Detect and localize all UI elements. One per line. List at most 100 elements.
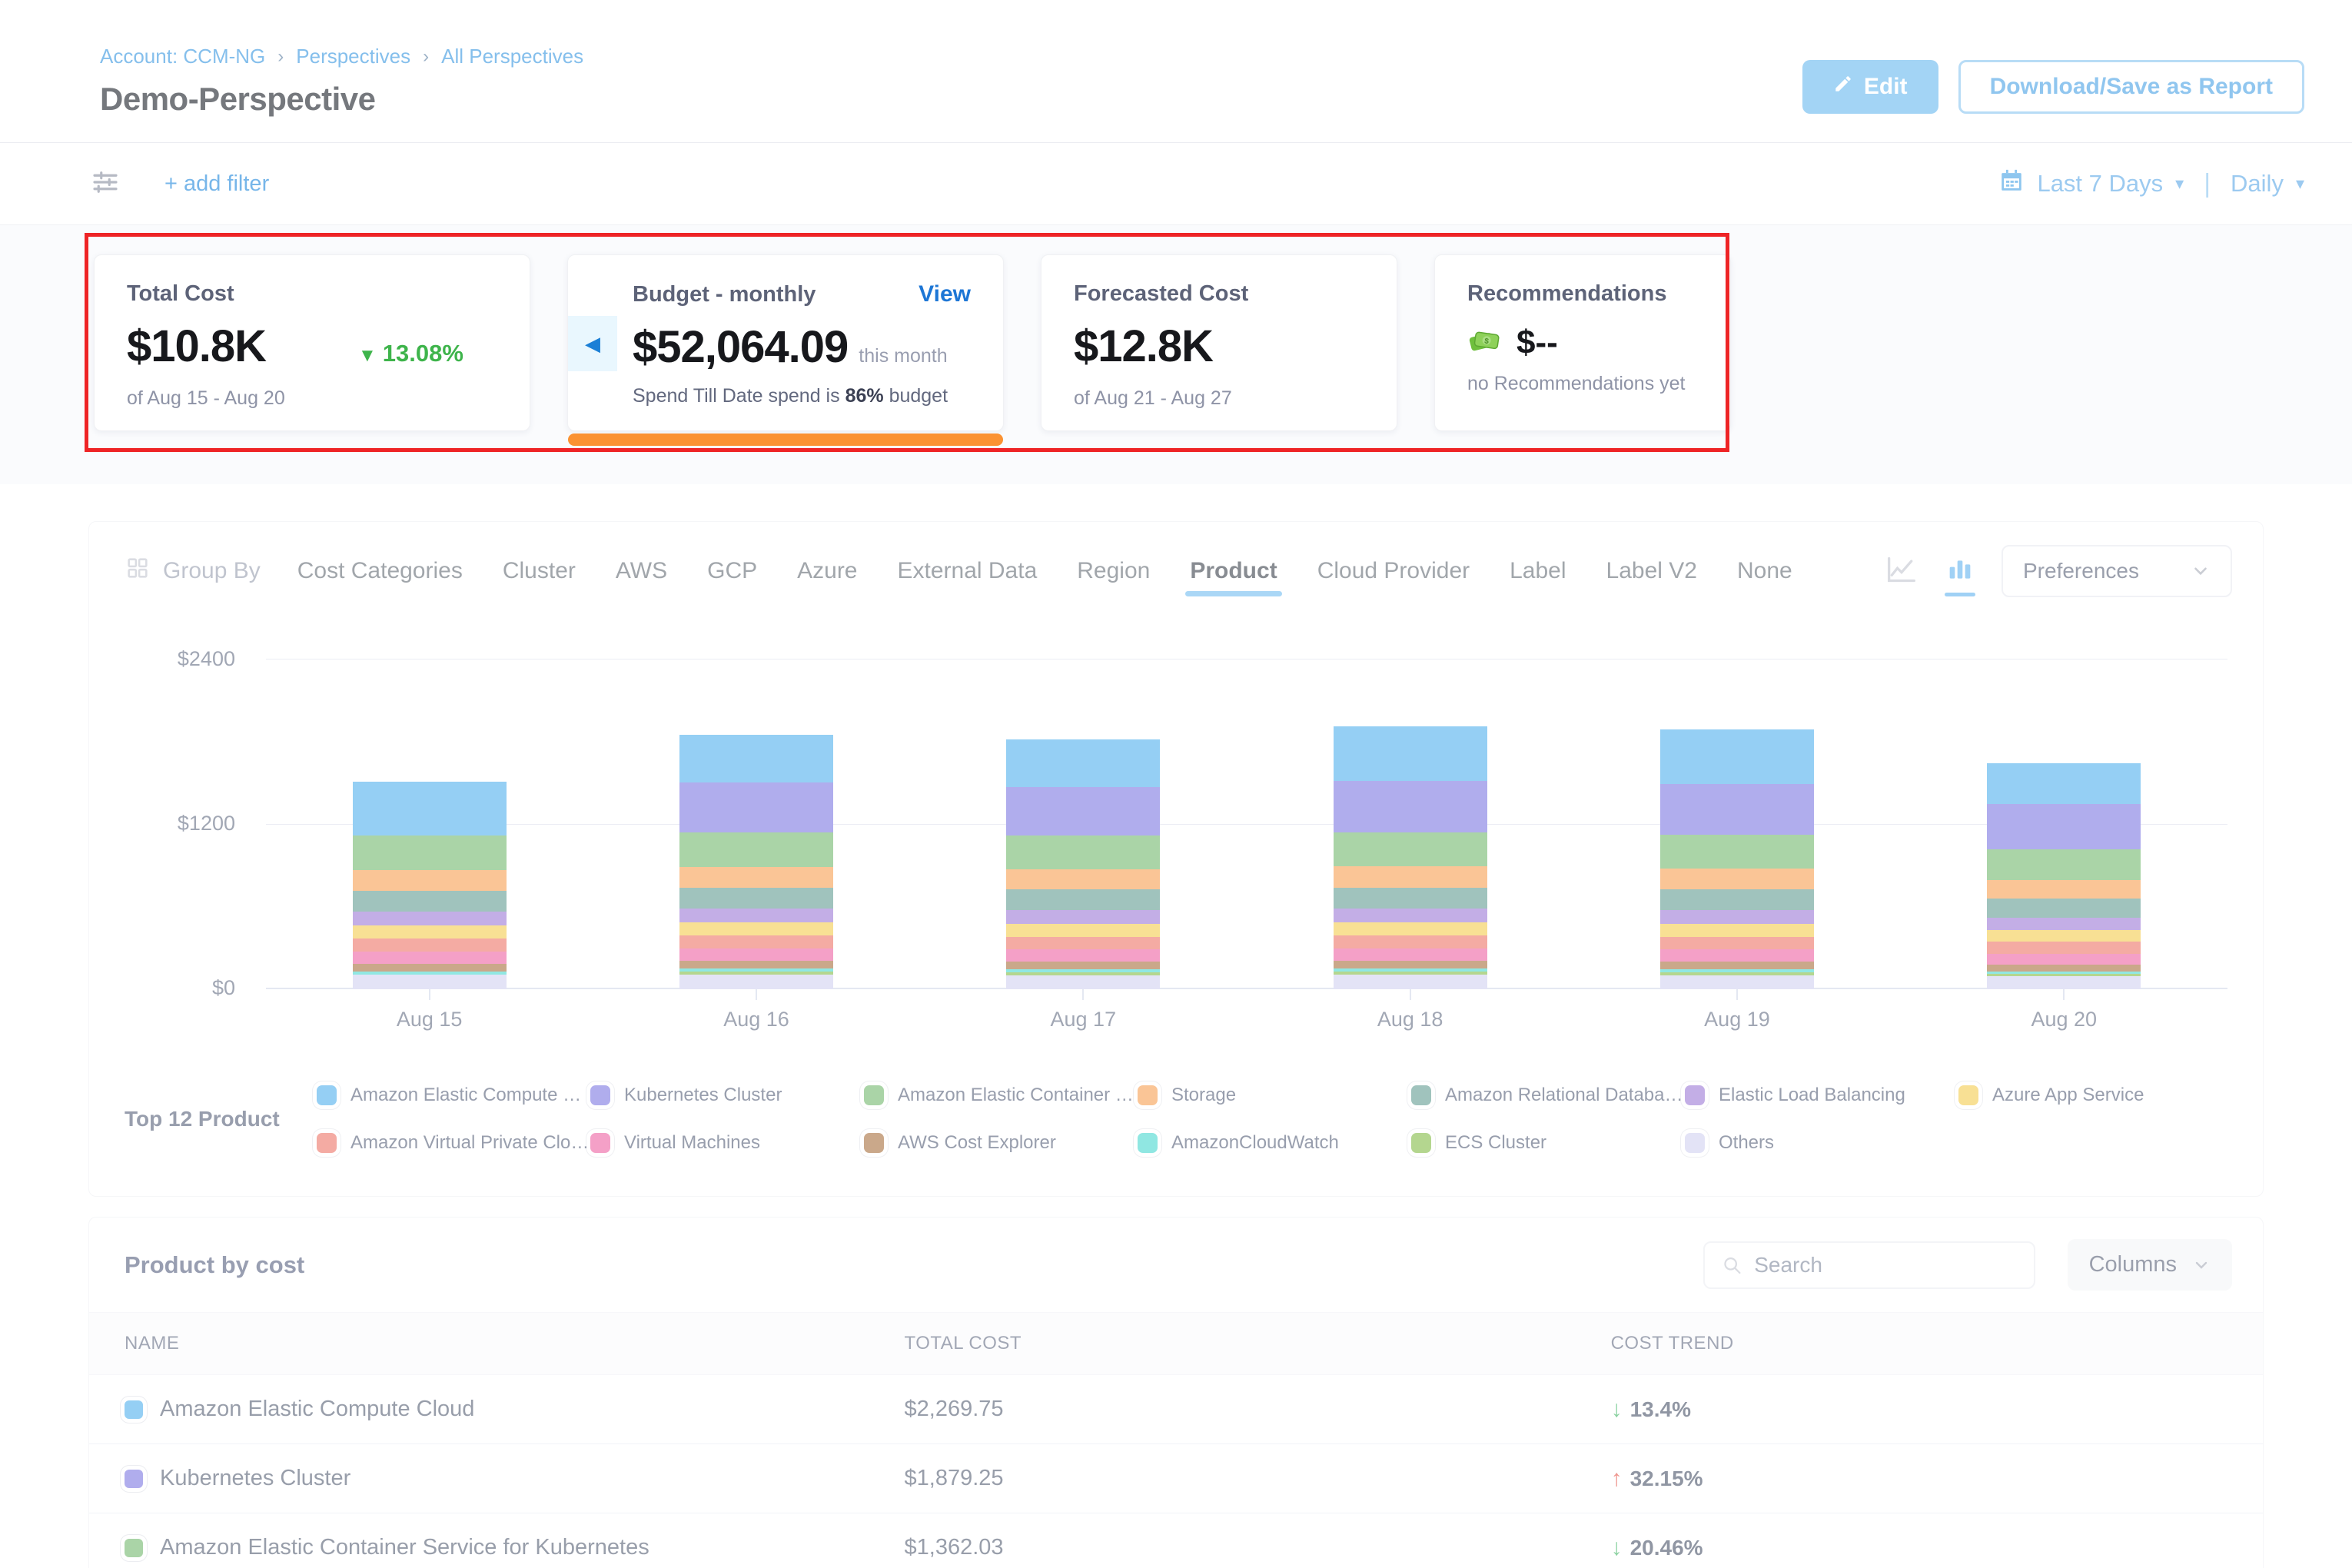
breadcrumb-all-perspectives-link[interactable]: All Perspectives (441, 45, 584, 68)
tab-region[interactable]: Region (1077, 558, 1151, 583)
tab-none[interactable]: None (1736, 558, 1792, 583)
table-row[interactable]: Amazon Elastic Container Service for Kub… (89, 1513, 2263, 1568)
bar-segment (679, 972, 833, 975)
stacked-bar-aug-15[interactable] (352, 782, 507, 989)
x-axis-labels: Aug 15 Aug 16 Aug 17 Aug 18 Aug 19 Aug 20 (266, 989, 2227, 1031)
legend-item[interactable]: Kubernetes Cluster (590, 1085, 864, 1106)
legend-swatch (1685, 1133, 1705, 1153)
bar-segment (1006, 923, 1161, 937)
bar-segment (1006, 969, 1161, 972)
table-row[interactable]: Amazon Elastic Compute Cloud $2,269.75 ↓ 13… (89, 1374, 2263, 1444)
breadcrumb-account-link[interactable]: Account: CCM-NG (100, 45, 266, 68)
bar-segment (1987, 930, 2141, 942)
search-input[interactable] (1754, 1252, 2017, 1277)
filter-sliders-icon[interactable] (89, 166, 121, 202)
recommendations-subtext: no Recommendations yet (1467, 373, 1686, 394)
legend-item[interactable]: Storage (1138, 1085, 1411, 1106)
edit-button[interactable]: Edit (1802, 60, 1938, 114)
bar-segment (1333, 975, 1487, 989)
bar-segment (1987, 762, 2141, 805)
budget-card: ◀ Budget - monthly View $52,064.09 this … (567, 254, 1004, 446)
line-chart-icon[interactable] (1885, 554, 1918, 589)
row-swatch (125, 1538, 143, 1557)
legend-item[interactable]: Amazon Elastic Compute Clo... (317, 1085, 590, 1106)
legend-item[interactable]: Amazon Virtual Private Cloud (317, 1132, 590, 1154)
total-cost-label: Total Cost (127, 281, 234, 306)
preferences-label: Preferences (2023, 559, 2139, 583)
bar-segment (352, 912, 507, 926)
legend-item[interactable]: ECS Cluster (1411, 1132, 1685, 1154)
bar-segment (1659, 949, 1814, 962)
download-save-report-button[interactable]: Download/Save as Report (1958, 60, 2304, 114)
summary-cards-row: Total Cost $10.8K ▼ 13.08% of Aug 15 - Au… (94, 254, 1731, 446)
tab-azure[interactable]: Azure (797, 558, 858, 583)
legend-label: Kubernetes Cluster (624, 1085, 782, 1105)
legend-item[interactable]: AmazonCloudWatch (1138, 1132, 1411, 1154)
breadcrumb-perspectives-link[interactable]: Perspectives (296, 45, 411, 68)
bar-segment (1006, 910, 1161, 924)
column-header-cost-trend[interactable]: COST TREND (1610, 1312, 2263, 1375)
chevron-down-icon[interactable]: ▾ (2295, 174, 2304, 193)
bar-segment (1333, 909, 1487, 923)
page-title: Demo-Perspective (100, 81, 376, 117)
bar-segment (1987, 971, 2141, 974)
recommendations-card: Recommendations $ $-- no Recommendations… (1434, 254, 1731, 431)
table-search[interactable] (1703, 1241, 2035, 1289)
column-header-name[interactable]: NAME (89, 1312, 905, 1375)
x-axis-line (266, 988, 2227, 989)
tab-cost-categories[interactable]: Cost Categories (297, 558, 463, 583)
bar-segment (352, 972, 507, 975)
bar-segment (1006, 962, 1161, 970)
stacked-bar-aug-20[interactable] (1987, 762, 2141, 989)
legend-label: Amazon Elastic Compute Clo... (350, 1085, 590, 1105)
stacked-bar-aug-17[interactable] (1006, 739, 1161, 989)
row-name: Kubernetes Cluster (160, 1466, 351, 1490)
bar-segment (1659, 834, 1814, 869)
stacked-bar-aug-18[interactable] (1333, 726, 1487, 989)
tab-label[interactable]: Label (1510, 558, 1566, 583)
x-axis-label: Aug 20 (1987, 989, 2141, 1031)
legend-item[interactable]: Others (1685, 1132, 1958, 1154)
stacked-bar-chart: $2400 $1200 $0 (178, 647, 2227, 999)
stacked-bar-aug-16[interactable] (679, 734, 833, 989)
chevron-down-icon[interactable]: ▾ (2175, 174, 2184, 193)
bar-segment (1987, 918, 2141, 931)
total-cost-trend: ▼ 13.08% (358, 340, 463, 367)
tab-aws[interactable]: AWS (615, 558, 668, 583)
columns-dropdown[interactable]: Columns (2067, 1239, 2232, 1291)
legend-label: Elastic Load Balancing (1719, 1085, 1905, 1105)
bar-segment (1006, 739, 1161, 787)
budget-view-link[interactable]: View (919, 281, 971, 307)
tab-product[interactable]: Product (1185, 558, 1283, 596)
bar-segment (1006, 889, 1161, 911)
add-filter-link[interactable]: + add filter (164, 171, 270, 196)
time-range-dropdown[interactable]: Last 7 Days (2037, 170, 2164, 197)
legend-item[interactable]: Virtual Machines (590, 1132, 864, 1154)
tab-cloud-provider[interactable]: Cloud Provider (1317, 558, 1470, 583)
legend-item[interactable]: AWS Cost Explorer (864, 1132, 1138, 1154)
bar-chart-icon[interactable] (1945, 554, 1975, 596)
column-header-total-cost[interactable]: TOTAL COST (904, 1312, 1611, 1375)
carousel-prev-button[interactable]: ◀ (568, 316, 617, 371)
bar-segment (679, 887, 833, 909)
legend-item[interactable]: Amazon Relational Database ... (1411, 1085, 1685, 1106)
tab-cluster[interactable]: Cluster (502, 558, 576, 583)
stacked-bar-aug-19[interactable] (1659, 729, 1814, 989)
granularity-dropdown[interactable]: Daily (2231, 170, 2284, 197)
legend-item[interactable]: Elastic Load Balancing (1685, 1085, 1958, 1106)
bar-segment (1333, 887, 1487, 909)
bar-segment (679, 866, 833, 888)
legend-item[interactable]: Amazon Elastic Container Se... (864, 1085, 1138, 1106)
tab-gcp[interactable]: GCP (707, 558, 758, 583)
legend-item[interactable]: Azure App Service (1958, 1085, 2232, 1106)
preferences-dropdown[interactable]: Preferences (2002, 545, 2232, 597)
tab-label-v2[interactable]: Label V2 (1606, 558, 1697, 583)
tab-external-data[interactable]: External Data (897, 558, 1038, 583)
budget-value-suffix: this month (859, 345, 948, 367)
table-row[interactable]: Kubernetes Cluster $1,879.25 ↑ 32.15% (89, 1443, 2263, 1513)
bar-segment (1987, 964, 2141, 972)
x-axis-label: Aug 17 (1006, 989, 1160, 1031)
pencil-icon (1833, 74, 1853, 100)
bar-segment (679, 968, 833, 972)
bar-segment (1006, 936, 1161, 950)
